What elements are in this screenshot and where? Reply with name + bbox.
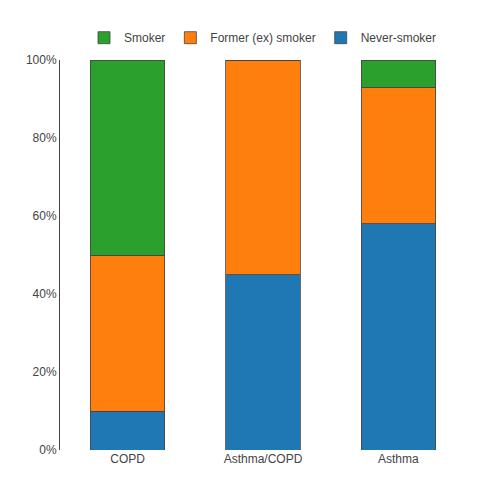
- svg-text:80%: 80%: [33, 131, 57, 145]
- svg-text:Asthma/COPD: Asthma/COPD: [224, 452, 303, 466]
- svg-text:COPD: COPD: [110, 452, 145, 466]
- svg-text:0%: 0%: [39, 443, 57, 457]
- svg-text:20%: 20%: [33, 365, 57, 379]
- svg-text:40%: 40%: [33, 287, 57, 301]
- svg-text:60%: 60%: [33, 209, 57, 223]
- svg-text:Never-smoker: Never-smoker: [361, 31, 436, 45]
- svg-text:Former (ex) smoker: Former (ex) smoker: [210, 31, 315, 45]
- svg-text:100%: 100%: [26, 53, 57, 67]
- svg-text:Asthma: Asthma: [378, 452, 419, 466]
- svg-text:Smoker: Smoker: [124, 31, 165, 45]
